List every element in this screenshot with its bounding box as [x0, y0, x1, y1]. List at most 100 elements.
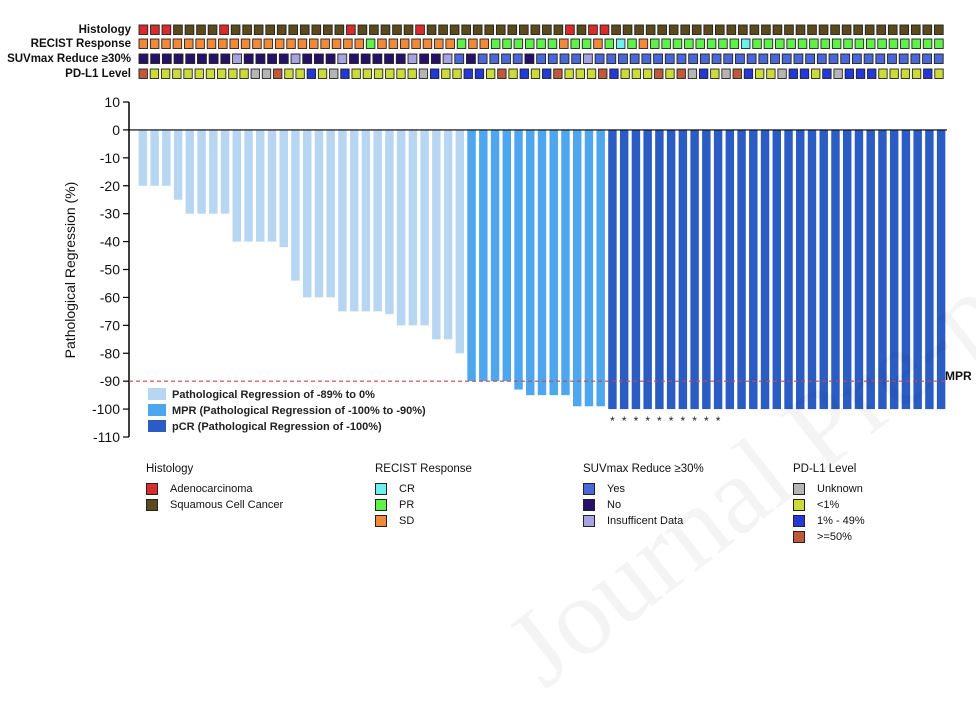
track-cell	[161, 53, 172, 64]
legend-item: Insufficent Data	[583, 513, 704, 529]
track-cell	[311, 24, 322, 35]
track-cell	[161, 38, 171, 49]
track-cell	[703, 24, 714, 35]
track-label: RECIST Response	[31, 38, 131, 50]
track-cell	[718, 38, 728, 49]
track-cell	[495, 24, 506, 35]
track-cell	[150, 53, 161, 64]
bar	[455, 129, 465, 354]
bar	[854, 129, 864, 410]
track-cell	[525, 38, 535, 49]
track-cell	[357, 24, 368, 35]
track-cell	[484, 24, 495, 35]
track-cell	[518, 24, 529, 35]
bar	[302, 129, 312, 298]
track-cell	[452, 68, 462, 79]
track-cell	[604, 38, 615, 49]
legend-item: Unknown	[793, 481, 865, 497]
track-cell	[653, 53, 663, 64]
track-cell	[735, 53, 745, 64]
track-cell	[714, 24, 725, 35]
track-cell	[641, 53, 652, 64]
track-cell	[855, 68, 866, 79]
track-cell	[586, 68, 597, 79]
track-cell	[911, 68, 922, 79]
track-cell	[854, 38, 865, 49]
bar	[420, 129, 429, 326]
track-cell	[422, 38, 433, 49]
track-cell	[755, 68, 765, 79]
track-cell	[466, 53, 476, 64]
track-cell	[772, 24, 783, 35]
track-cell	[346, 24, 356, 35]
legend-swatch	[583, 483, 595, 495]
y-tick-label: -20	[100, 178, 120, 194]
bar-legend-label: pCR (Pathological Regression of -100%)	[172, 421, 382, 433]
track-cell	[844, 68, 854, 79]
track-cell	[611, 24, 621, 35]
y-axis: 10 0 -10 -20 -30 -40 -50 -60 -70 -80 -90 -100 -110 Pa…	[62, 94, 947, 445]
track-cell	[867, 68, 877, 79]
asterisk-marker: *	[704, 414, 709, 428]
track-cell	[149, 68, 160, 79]
bar	[338, 129, 347, 312]
legend-swatch	[375, 483, 387, 495]
track-cell	[738, 24, 748, 35]
track-cell	[185, 53, 196, 64]
bar	[796, 129, 805, 410]
track-cell	[320, 38, 330, 49]
legend-label: Yes	[607, 483, 625, 495]
asterisk-marker: *	[716, 414, 721, 428]
track-cell	[615, 38, 626, 49]
track-cell	[547, 53, 558, 64]
bar	[936, 129, 946, 410]
bar-legend-label: MPR (Pathological Regression of -100% to…	[172, 405, 426, 417]
track-cell	[340, 68, 350, 79]
track-cell	[828, 53, 839, 64]
track-cell	[407, 68, 417, 79]
bar	[244, 129, 253, 242]
asterisk-marker: *	[645, 414, 650, 428]
track-cell	[657, 24, 667, 35]
asterisk-marker: *	[622, 414, 627, 428]
track-cell	[575, 68, 585, 79]
track-cell	[449, 24, 460, 35]
track-cell	[497, 68, 507, 79]
track-cell	[267, 53, 277, 64]
bar	[479, 129, 488, 382]
track-cell	[547, 38, 558, 49]
track-cell	[898, 53, 909, 64]
track-cell	[195, 38, 205, 49]
y-tick-label: 10	[104, 94, 120, 110]
track-cell	[536, 53, 547, 64]
track-cell	[699, 53, 710, 64]
bar	[784, 129, 793, 410]
track-cell	[490, 38, 501, 49]
track-cell	[313, 53, 324, 64]
track-cell	[489, 53, 500, 64]
bar	[631, 129, 641, 410]
bar-legend-swatch	[148, 420, 166, 432]
track-cell	[841, 24, 852, 35]
legend-label: >=50%	[817, 531, 852, 543]
track-cell	[161, 24, 172, 35]
legend-swatch	[146, 483, 158, 495]
bar	[220, 129, 230, 214]
track-cell	[570, 38, 580, 49]
bar	[502, 129, 512, 382]
bar	[267, 129, 277, 242]
track-cell	[571, 53, 582, 64]
legend-label: Squamous Cell Cancer	[170, 499, 284, 511]
track-cell	[372, 53, 383, 64]
bar	[901, 129, 911, 410]
bar	[443, 129, 453, 340]
bar	[878, 129, 887, 410]
track-cell	[877, 38, 887, 49]
track-cell	[399, 38, 410, 49]
legend-item: Squamous Cell Cancer	[146, 497, 283, 513]
track-cell	[788, 68, 798, 79]
asterisk-marker: *	[634, 414, 639, 428]
track-cell	[377, 38, 387, 49]
track-cell	[468, 38, 478, 49]
bar	[831, 129, 840, 410]
